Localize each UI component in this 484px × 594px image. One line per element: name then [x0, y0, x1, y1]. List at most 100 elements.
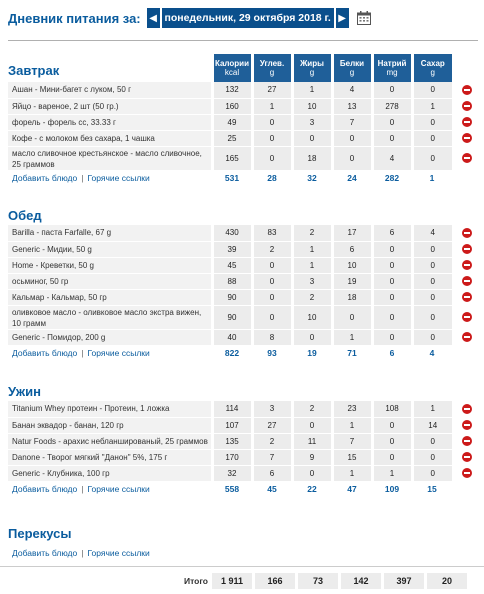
- food-entry-name[interactable]: Barilla - паста Farfalle, 67 g: [8, 225, 212, 242]
- divider: [8, 40, 478, 41]
- nutrient-value: 0: [250, 289, 292, 306]
- food-entry-name[interactable]: Generic - Помидор, 200 g: [8, 329, 212, 346]
- meal-title-snacks: Перекусы: [8, 526, 72, 541]
- delete-entry-icon[interactable]: [462, 244, 472, 254]
- food-entry-name[interactable]: Natur Foods - арахис небланшированый, 25…: [8, 433, 212, 450]
- delete-entry-icon[interactable]: [462, 312, 472, 322]
- delete-entry-icon[interactable]: [462, 153, 472, 163]
- nutrient-value: 430: [210, 225, 252, 242]
- delete-entry-icon[interactable]: [462, 292, 472, 302]
- meal-total-value: 93: [267, 347, 277, 358]
- snacks-links: Добавить блюдо | Горячие ссылки: [12, 548, 150, 558]
- quick-tools-link[interactable]: Горячие ссылки: [87, 483, 150, 494]
- food-entry-name[interactable]: Кальмар - Кальмар, 50 гр: [8, 289, 212, 306]
- meal-title: Обед: [8, 207, 42, 223]
- food-entry-row: форель - форель сс, 33.33 г 49 0 3 7 0 0: [8, 114, 482, 131]
- food-entry-name[interactable]: масло сливочное крестьянское - масло сли…: [8, 146, 212, 171]
- food-entry-name[interactable]: оливковое масло - оливковое масло экстра…: [8, 305, 212, 330]
- meal-total-value: 4: [429, 347, 435, 358]
- nutrient-value: 165: [210, 146, 252, 171]
- food-entry-row: масло сливочное крестьянское - масло сли…: [8, 146, 482, 171]
- food-entry-name[interactable]: Generic - Мидии, 50 g: [8, 241, 212, 258]
- prev-day-button[interactable]: ◀: [146, 8, 160, 28]
- food-entry-row: Titanium Whey протеин - Протеин, 1 ложка…: [8, 401, 482, 418]
- nutrient-value: 0: [370, 433, 412, 450]
- delete-entry-icon[interactable]: [462, 84, 472, 95]
- nutrient-value: 1: [330, 417, 372, 434]
- food-entry-row: Barilla - паста Farfalle, 67 g 430 83 2 17 6 4: [8, 225, 482, 242]
- delete-entry-icon[interactable]: [462, 117, 472, 127]
- nutrient-value: 0: [370, 449, 412, 466]
- food-entry-name[interactable]: Яйцо - вареное, 2 шт (50 гр.): [8, 98, 212, 115]
- delete-entry-icon[interactable]: [462, 101, 472, 111]
- food-entry-name[interactable]: форель - форель сс, 33.33 г: [8, 114, 212, 131]
- nutrient-value: 0: [370, 241, 412, 258]
- delete-entry-icon[interactable]: [462, 332, 472, 342]
- add-food-link[interactable]: Добавить блюдо: [12, 483, 78, 494]
- nutrient-value: 23: [330, 401, 372, 418]
- nutrient-value: 6: [330, 241, 372, 258]
- nutrient-value: 0: [410, 449, 452, 466]
- nutrient-value: 90: [210, 289, 252, 306]
- link-separator: |: [81, 483, 84, 494]
- quick-tools-link[interactable]: Горячие ссылки: [87, 172, 150, 183]
- nutrient-value: 0: [370, 329, 412, 346]
- food-entry-name[interactable]: Кофе - с молоком без сахара, 1 чашка: [8, 130, 212, 147]
- total-fat: 73: [298, 573, 338, 589]
- meal-title: Ужин: [8, 383, 41, 399]
- delete-entry-icon[interactable]: [462, 403, 472, 414]
- calendar-icon[interactable]: [355, 9, 373, 27]
- nutrient-value: 10: [330, 257, 372, 274]
- delete-entry-icon[interactable]: [462, 227, 472, 238]
- food-entry-name[interactable]: Банан эквадор - банан, 120 гр: [8, 417, 212, 434]
- nutrient-value: 3: [290, 114, 332, 131]
- nutrient-value: 0: [410, 329, 452, 346]
- delete-entry-icon[interactable]: [462, 436, 472, 446]
- delete-entry-icon[interactable]: [462, 133, 472, 143]
- nutrient-value: 0: [370, 305, 412, 330]
- quick-tools-link[interactable]: Горячие ссылки: [87, 548, 150, 558]
- delete-entry-icon[interactable]: [462, 260, 472, 270]
- nutrient-value: 170: [210, 449, 252, 466]
- quick-tools-link[interactable]: Горячие ссылки: [87, 347, 150, 358]
- total-calories: 1 911: [212, 573, 252, 589]
- nutrient-value: 0: [370, 257, 412, 274]
- food-entry-name[interactable]: Home - Креветки, 50 g: [8, 257, 212, 274]
- food-entry-name[interactable]: Ашан - Мини-багет с луком, 50 г: [8, 82, 212, 99]
- add-food-link[interactable]: Добавить блюдо: [12, 548, 78, 558]
- food-entry-name[interactable]: Danone - Творог мягкий "Данон" 5%, 175 г: [8, 449, 212, 466]
- total-sugar: 20: [427, 573, 467, 589]
- meal-total-value: 109: [384, 483, 400, 494]
- nutrient-value: 1: [410, 98, 452, 115]
- total-carbs: 166: [255, 573, 295, 589]
- nutrient-value: 4: [410, 225, 452, 242]
- nutrient-value: 0: [410, 82, 452, 99]
- nutrient-value: 0: [410, 257, 452, 274]
- meal-total-value: 32: [307, 172, 317, 183]
- meal-total-value: 15: [427, 483, 437, 494]
- nutrient-value: 13: [330, 98, 372, 115]
- meal-total-value: 282: [384, 172, 400, 183]
- nutrient-value: 0: [290, 465, 332, 482]
- add-food-link[interactable]: Добавить блюдо: [12, 347, 78, 358]
- delete-entry-icon[interactable]: [462, 452, 472, 462]
- current-date: понедельник, 29 октября 2018 г.: [161, 8, 334, 28]
- food-entry-name[interactable]: осьминог, 50 гр: [8, 273, 212, 290]
- nutrient-value: 0: [250, 257, 292, 274]
- add-food-link[interactable]: Добавить блюдо: [12, 172, 78, 183]
- nutrient-value: 15: [330, 449, 372, 466]
- food-entry-name[interactable]: Generic - Клубника, 100 гр: [8, 465, 212, 482]
- delete-entry-icon[interactable]: [462, 468, 472, 478]
- col-protein: Белки g: [330, 54, 372, 82]
- next-day-button[interactable]: ▶: [335, 8, 349, 28]
- nutrient-value: 135: [210, 433, 252, 450]
- nutrient-value: 0: [290, 329, 332, 346]
- food-entry-name[interactable]: Titanium Whey протеин - Протеин, 1 ложка: [8, 401, 212, 418]
- food-entry-row: Generic - Помидор, 200 g 40 8 0 1 0 0: [8, 329, 482, 346]
- delete-entry-icon[interactable]: [462, 420, 472, 430]
- nutrient-value: 17: [330, 225, 372, 242]
- nutrient-value: 108: [370, 401, 412, 418]
- nutrient-value: 18: [330, 289, 372, 306]
- nutrient-value: 0: [370, 130, 412, 147]
- delete-entry-icon[interactable]: [462, 276, 472, 286]
